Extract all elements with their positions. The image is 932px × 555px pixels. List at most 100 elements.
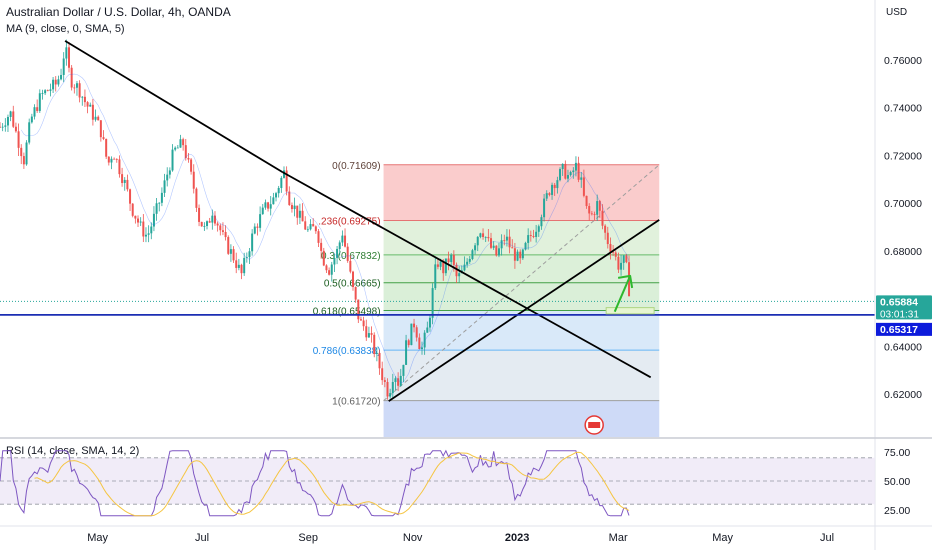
candle-body[interactable] xyxy=(200,221,203,227)
candle-body[interactable] xyxy=(36,107,39,111)
candle-body[interactable] xyxy=(253,226,256,234)
candle-body[interactable] xyxy=(617,256,620,270)
candle-body[interactable] xyxy=(405,340,408,365)
candle-body[interactable] xyxy=(357,299,360,320)
candle-body[interactable] xyxy=(28,122,31,143)
candle-body[interactable] xyxy=(413,323,416,328)
candle-body[interactable] xyxy=(105,138,108,157)
candle-body[interactable] xyxy=(81,96,84,98)
candle-body[interactable] xyxy=(150,226,153,234)
candle-body[interactable] xyxy=(304,221,307,230)
candle-body[interactable] xyxy=(179,139,182,148)
candle-body[interactable] xyxy=(402,364,405,376)
candle-body[interactable] xyxy=(269,204,272,209)
candle-body[interactable] xyxy=(237,264,240,268)
candle-body[interactable] xyxy=(559,169,562,181)
candle-body[interactable] xyxy=(588,206,591,214)
candle-body[interactable] xyxy=(391,382,394,394)
candle-body[interactable] xyxy=(158,202,161,204)
candle-body[interactable] xyxy=(620,262,623,270)
candle-body[interactable] xyxy=(471,250,474,259)
candle-body[interactable] xyxy=(285,170,288,192)
candle-body[interactable] xyxy=(44,90,47,94)
candle-body[interactable] xyxy=(41,93,44,94)
candle-body[interactable] xyxy=(213,215,216,224)
candle-body[interactable] xyxy=(57,79,60,85)
candle-body[interactable] xyxy=(365,326,368,338)
candle-body[interactable] xyxy=(564,163,567,179)
candle-body[interactable] xyxy=(192,171,195,189)
candle-body[interactable] xyxy=(545,193,548,199)
candle-body[interactable] xyxy=(596,201,599,215)
candle-body[interactable] xyxy=(89,104,92,107)
projection-arrow[interactable] xyxy=(613,275,632,313)
candle-body[interactable] xyxy=(373,334,376,355)
candle-body[interactable] xyxy=(333,257,336,265)
candle-body[interactable] xyxy=(351,271,354,288)
candle-body[interactable] xyxy=(0,126,1,128)
candle-body[interactable] xyxy=(378,352,381,369)
candle-body[interactable] xyxy=(593,214,596,215)
candle-body[interactable] xyxy=(349,260,352,272)
candle-body[interactable] xyxy=(267,202,270,209)
candle-body[interactable] xyxy=(166,174,169,181)
candle-body[interactable] xyxy=(174,147,177,150)
candle-body[interactable] xyxy=(131,203,134,216)
candle-body[interactable] xyxy=(54,79,57,85)
candle-body[interactable] xyxy=(312,224,315,227)
candle-body[interactable] xyxy=(370,333,373,335)
candle-body[interactable] xyxy=(447,258,450,263)
candle-body[interactable] xyxy=(529,235,532,236)
candle-body[interactable] xyxy=(115,158,118,160)
candle-body[interactable] xyxy=(521,249,524,259)
candle-body[interactable] xyxy=(107,156,110,163)
candle-body[interactable] xyxy=(86,102,89,107)
candle-body[interactable] xyxy=(439,261,442,267)
candle-body[interactable] xyxy=(341,235,344,243)
candle-body[interactable] xyxy=(147,233,150,235)
candle-body[interactable] xyxy=(500,240,503,249)
candle-body[interactable] xyxy=(60,74,63,80)
candle-body[interactable] xyxy=(574,162,577,171)
candle-body[interactable] xyxy=(455,264,458,277)
candle-body[interactable] xyxy=(476,236,479,246)
candle-body[interactable] xyxy=(139,221,142,223)
candle-body[interactable] xyxy=(609,244,612,252)
candle-body[interactable] xyxy=(62,58,65,75)
candle-body[interactable] xyxy=(328,270,331,275)
candle-body[interactable] xyxy=(569,172,572,176)
candle-body[interactable] xyxy=(261,207,264,215)
candle-body[interactable] xyxy=(452,254,455,265)
candle-body[interactable] xyxy=(625,255,628,263)
candle-body[interactable] xyxy=(293,205,296,210)
candle-body[interactable] xyxy=(168,170,171,175)
candle-body[interactable] xyxy=(466,261,469,265)
candle-body[interactable] xyxy=(219,225,222,231)
candle-body[interactable] xyxy=(155,203,158,214)
candle-body[interactable] xyxy=(479,233,482,237)
candle-body[interactable] xyxy=(418,337,421,350)
candle-body[interactable] xyxy=(256,226,259,228)
candle-body[interactable] xyxy=(399,375,402,386)
rsi-pane[interactable]: RSI (14, close, SMA, 14, 2) 75.00 50.00 25.… xyxy=(0,445,910,517)
candle-body[interactable] xyxy=(513,248,516,261)
candle-body[interactable] xyxy=(232,249,235,261)
candle-body[interactable] xyxy=(606,232,609,245)
candle-body[interactable] xyxy=(227,237,230,254)
candle-body[interactable] xyxy=(535,231,538,237)
candle-body[interactable] xyxy=(245,257,248,258)
candle-body[interactable] xyxy=(83,96,86,103)
candle-body[interactable] xyxy=(444,258,447,274)
candle-body[interactable] xyxy=(70,67,73,88)
candle-body[interactable] xyxy=(78,83,81,98)
candle-body[interactable] xyxy=(394,378,397,383)
candle-body[interactable] xyxy=(195,188,198,208)
candle-body[interactable] xyxy=(577,162,580,180)
candle-body[interactable] xyxy=(397,378,400,386)
rsi-line[interactable] xyxy=(0,449,630,517)
candle-body[interactable] xyxy=(431,288,434,318)
candle-body[interactable] xyxy=(556,180,559,189)
price-axis[interactable]: USD 0.76000 0.74000 0.72000 0.70000 0.68000 0.… xyxy=(874,0,932,550)
candle-body[interactable] xyxy=(75,83,78,88)
